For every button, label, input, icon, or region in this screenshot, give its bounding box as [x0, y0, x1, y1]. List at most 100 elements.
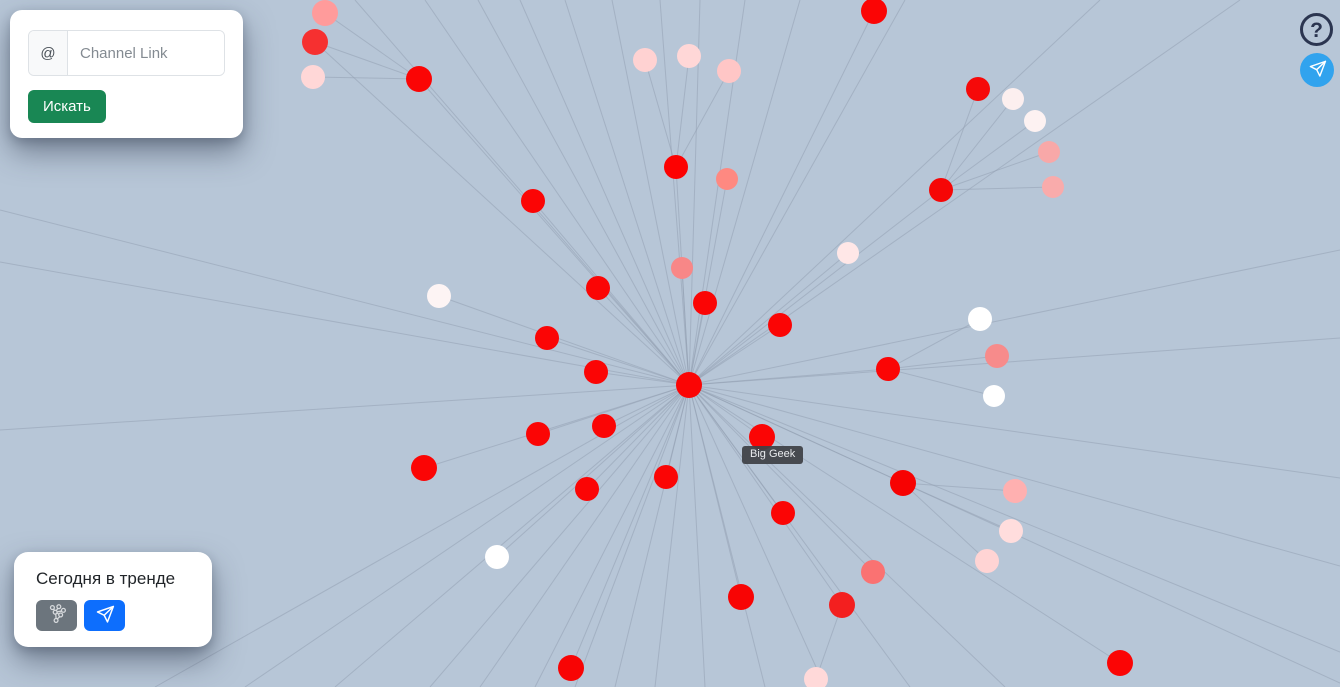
graph-edge — [688, 384, 763, 438]
graph-edge — [902, 482, 1012, 532]
graph-edge — [688, 384, 843, 606]
graph-edge — [0, 261, 690, 386]
node-tooltip: Big Geek — [742, 446, 804, 464]
graph-node[interactable] — [1107, 650, 1133, 676]
graph-edge — [675, 70, 730, 168]
graph-node[interactable] — [693, 291, 717, 315]
graph-edge — [902, 482, 1016, 492]
graph-edge — [546, 337, 690, 386]
graph-node[interactable] — [929, 178, 953, 202]
graph-edge — [574, 384, 690, 687]
telegram-link-button[interactable] — [1300, 53, 1334, 87]
graph-node-big-geek[interactable] — [749, 424, 775, 450]
graph-node[interactable] — [592, 414, 616, 438]
graph-node[interactable] — [575, 477, 599, 501]
graph-node[interactable] — [975, 549, 999, 573]
graph-edge — [688, 0, 701, 386]
graph-node[interactable] — [312, 0, 338, 26]
graph-node[interactable] — [1024, 110, 1046, 132]
graph-edge — [334, 384, 690, 687]
graph-node[interactable] — [837, 242, 859, 264]
graph-node[interactable] — [671, 257, 693, 279]
telegram-plane-icon — [95, 604, 115, 627]
graph-edge — [902, 482, 988, 562]
graph-edge — [688, 249, 1340, 386]
graph-edge — [675, 55, 690, 168]
graph-edge — [688, 0, 906, 386]
graph-edge — [496, 384, 690, 558]
help-button[interactable]: ? — [1300, 13, 1333, 46]
trending-buttons — [36, 600, 190, 631]
graph-node[interactable] — [861, 0, 887, 24]
graph-node[interactable] — [966, 77, 990, 101]
graph-node[interactable] — [768, 313, 792, 337]
search-button[interactable]: Искать — [28, 90, 106, 123]
graph-node[interactable] — [521, 189, 545, 213]
graph-edge — [887, 355, 998, 370]
graph-node[interactable] — [676, 372, 702, 398]
graph-node[interactable] — [861, 560, 885, 584]
graph-node[interactable] — [716, 168, 738, 190]
graph-edge — [688, 384, 1340, 567]
graph-node[interactable] — [654, 465, 678, 489]
graph-edge — [519, 0, 690, 386]
graph-edge — [570, 384, 690, 669]
graph-edge — [688, 384, 874, 573]
graph-edge — [688, 384, 784, 514]
graph-edge — [688, 384, 826, 687]
trending-title: Сегодня в тренде — [36, 569, 176, 588]
graph-node[interactable] — [633, 48, 657, 72]
graph-edge — [815, 604, 843, 680]
graph-node[interactable] — [535, 326, 559, 350]
graph-node[interactable] — [728, 584, 754, 610]
graph-node[interactable] — [985, 344, 1009, 368]
graph-edge — [603, 384, 690, 427]
graph-edge — [688, 384, 1340, 653]
graph-edge — [688, 368, 889, 386]
graph-node[interactable] — [558, 655, 584, 681]
graph-edge — [477, 0, 690, 386]
channel-link-input[interactable] — [68, 31, 224, 75]
graph-edge — [688, 189, 942, 386]
graph-edge — [688, 0, 1101, 386]
network-graph-icon — [46, 603, 68, 628]
graph-view-button[interactable] — [36, 600, 77, 631]
graph-node[interactable] — [771, 501, 795, 525]
graph-node[interactable] — [1038, 141, 1060, 163]
graph-node[interactable] — [804, 667, 828, 687]
graph-node[interactable] — [1003, 479, 1027, 503]
graph-edge — [479, 384, 690, 687]
graph-edge — [312, 76, 420, 80]
graph-node[interactable] — [584, 360, 608, 384]
graph-node[interactable] — [968, 307, 992, 331]
graph-node[interactable] — [717, 59, 741, 83]
graph-node[interactable] — [411, 455, 437, 481]
graph-node[interactable] — [876, 357, 900, 381]
graph-edge — [314, 41, 690, 386]
graph-node[interactable] — [301, 65, 325, 89]
graph-node[interactable] — [526, 422, 550, 446]
graph-node[interactable] — [890, 470, 916, 496]
graph-edge — [354, 0, 690, 386]
graph-edge — [688, 384, 706, 687]
graph-node[interactable] — [829, 592, 855, 618]
graph-node[interactable] — [406, 66, 432, 92]
graph-node[interactable] — [999, 519, 1023, 543]
graph-edge — [314, 41, 420, 80]
graph-edge — [688, 302, 706, 386]
graph-edge — [688, 384, 742, 598]
graph-node[interactable] — [586, 276, 610, 300]
graph-edge — [0, 384, 690, 431]
graph-node[interactable] — [485, 545, 509, 569]
graph-node[interactable] — [664, 155, 688, 179]
graph-node[interactable] — [983, 385, 1005, 407]
graph-node[interactable] — [1002, 88, 1024, 110]
graph-node[interactable] — [1042, 176, 1064, 198]
graph-node[interactable] — [302, 29, 328, 55]
graph-node[interactable] — [677, 44, 701, 68]
graph-node[interactable] — [427, 284, 451, 308]
telegram-trend-button[interactable] — [84, 600, 125, 631]
graph-edge — [532, 200, 690, 386]
